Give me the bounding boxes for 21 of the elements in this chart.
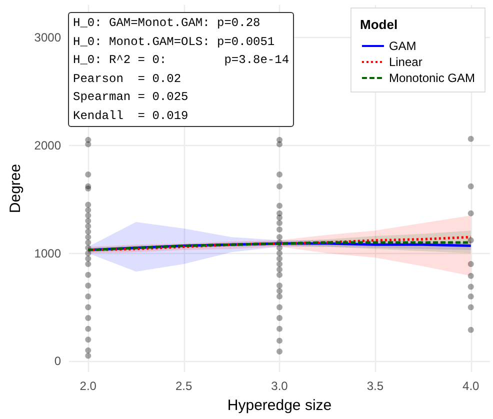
- legend-label: Linear: [388, 55, 422, 69]
- legend-label: Monotonic GAM: [388, 71, 476, 85]
- y-tick-label: 0: [54, 354, 62, 368]
- annotation: H_0: R^2 = 0: p=3.8e-14: [73, 52, 290, 69]
- x-tick-label: 2.5: [175, 379, 192, 393]
- annotation: H_0: Monot.GAM=OLS: p=0.0051: [73, 34, 276, 50]
- x-tick-label: 3.0: [271, 379, 288, 393]
- x-axis-title: Hyperedge size: [227, 397, 332, 414]
- x-tick-label: 2.0: [80, 379, 97, 393]
- annotation: Spearman = 0.025: [73, 89, 190, 106]
- annotation: H_0: GAM=Monot.GAM: p=0.28: [73, 15, 262, 32]
- legend-title: Model: [360, 17, 398, 32]
- y-tick-label: 1000: [34, 246, 62, 260]
- y-axis-title: Degree: [7, 164, 24, 214]
- annotation: Kendall = 0.019: [73, 108, 190, 124]
- annotation: Pearson = 0.02: [73, 70, 182, 88]
- y-tick-label: 3000: [34, 30, 62, 44]
- x-tick-label: 4.0: [462, 379, 480, 393]
- x-tick-label: 3.5: [366, 379, 384, 393]
- legend-label: GAM: [388, 39, 416, 53]
- y-tick-label: 2000: [34, 138, 62, 152]
